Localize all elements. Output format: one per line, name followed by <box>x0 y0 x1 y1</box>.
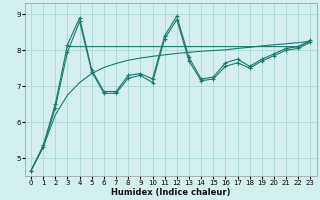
X-axis label: Humidex (Indice chaleur): Humidex (Indice chaleur) <box>111 188 230 197</box>
